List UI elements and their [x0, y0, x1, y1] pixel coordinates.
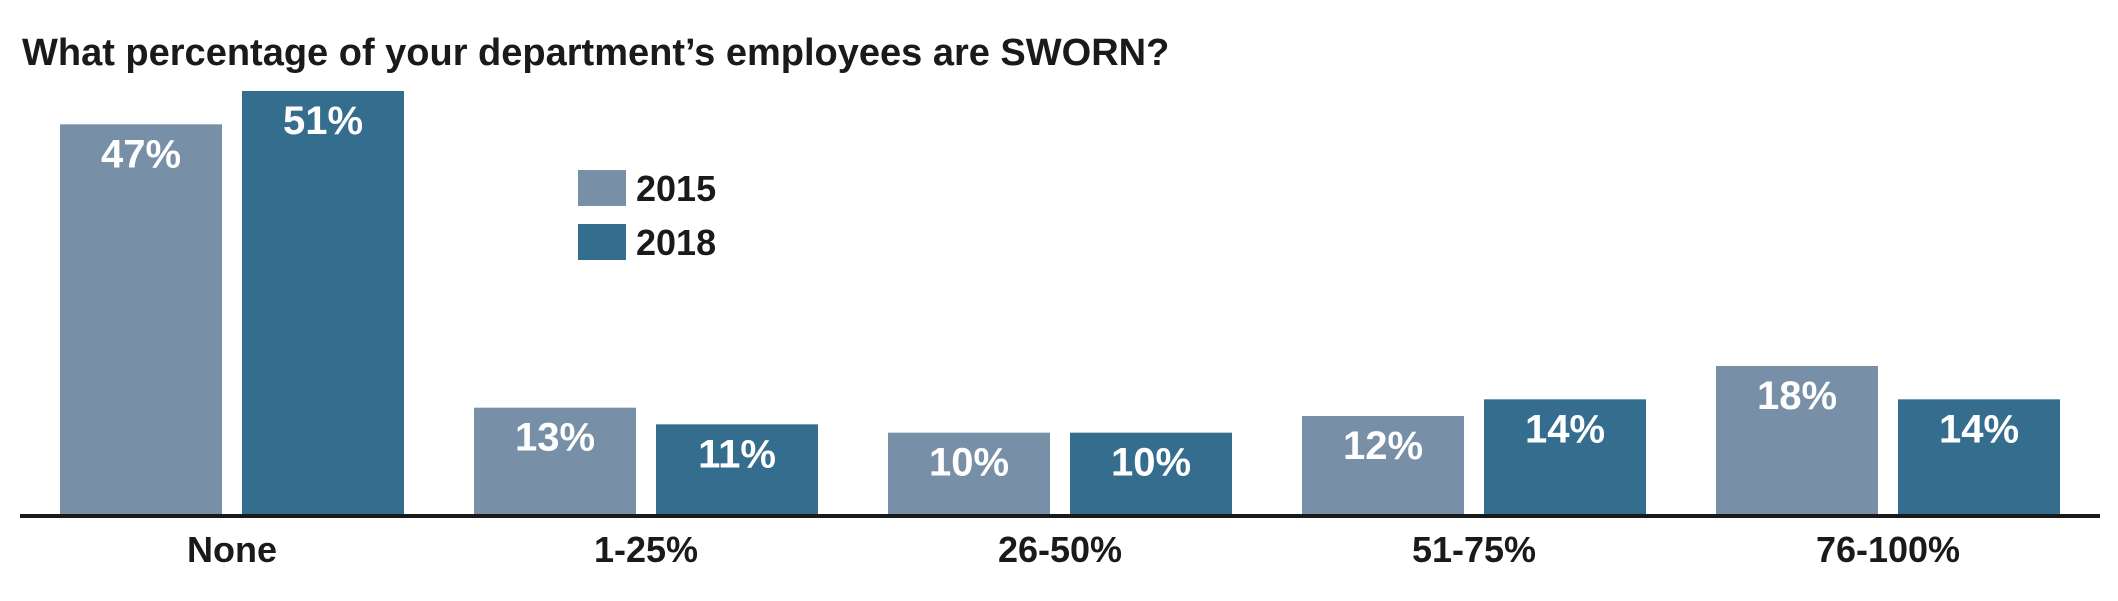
- legend-swatch-2015: [578, 170, 626, 206]
- bar-2018-3: [1484, 399, 1646, 516]
- bar-2015-2: [888, 432, 1050, 516]
- data-label-2015-4: 18%: [1757, 374, 1837, 418]
- chart-title: What percentage of your department’s emp…: [22, 32, 1170, 74]
- data-label-2018-4: 14%: [1939, 407, 2019, 451]
- legend-label-2018: 2018: [636, 222, 716, 263]
- bar-2018-4: [1898, 399, 2060, 516]
- legend: 2015 2018: [578, 168, 716, 263]
- x-tick-labels: None 1-25% 26-50% 51-75% 76-100%: [187, 529, 1960, 570]
- legend-label-2015: 2015: [636, 168, 716, 209]
- x-tick-label-0: None: [187, 529, 277, 570]
- x-tick-label-2: 26-50%: [998, 529, 1122, 570]
- x-tick-label-1: 1-25%: [594, 529, 698, 570]
- data-label-2018-3: 14%: [1525, 407, 1605, 451]
- bar-2018-2: [1070, 432, 1232, 516]
- x-tick-label-3: 51-75%: [1412, 529, 1536, 570]
- bar-2015-1: [474, 407, 636, 516]
- bar-2018-1: [656, 424, 818, 516]
- x-tick-label-4: 76-100%: [1816, 529, 1960, 570]
- bar-2015-4: [1716, 366, 1878, 516]
- bar-2015-3: [1302, 416, 1464, 516]
- bars-group: 47% 51% 13% 11% 10% 10% 12% 14% 18% 14%: [60, 91, 2060, 516]
- data-label-2018-0: 51%: [283, 99, 363, 143]
- bar-2015-0: [60, 124, 222, 516]
- data-label-2015-1: 13%: [515, 416, 595, 460]
- data-label-2015-0: 47%: [101, 132, 181, 176]
- data-label-2018-2: 10%: [1111, 441, 1191, 485]
- data-label-2015-2: 10%: [929, 441, 1009, 485]
- data-label-2015-3: 12%: [1343, 424, 1423, 468]
- legend-swatch-2018: [578, 224, 626, 260]
- bar-2018-0: [242, 91, 404, 516]
- data-label-2018-1: 11%: [698, 432, 776, 476]
